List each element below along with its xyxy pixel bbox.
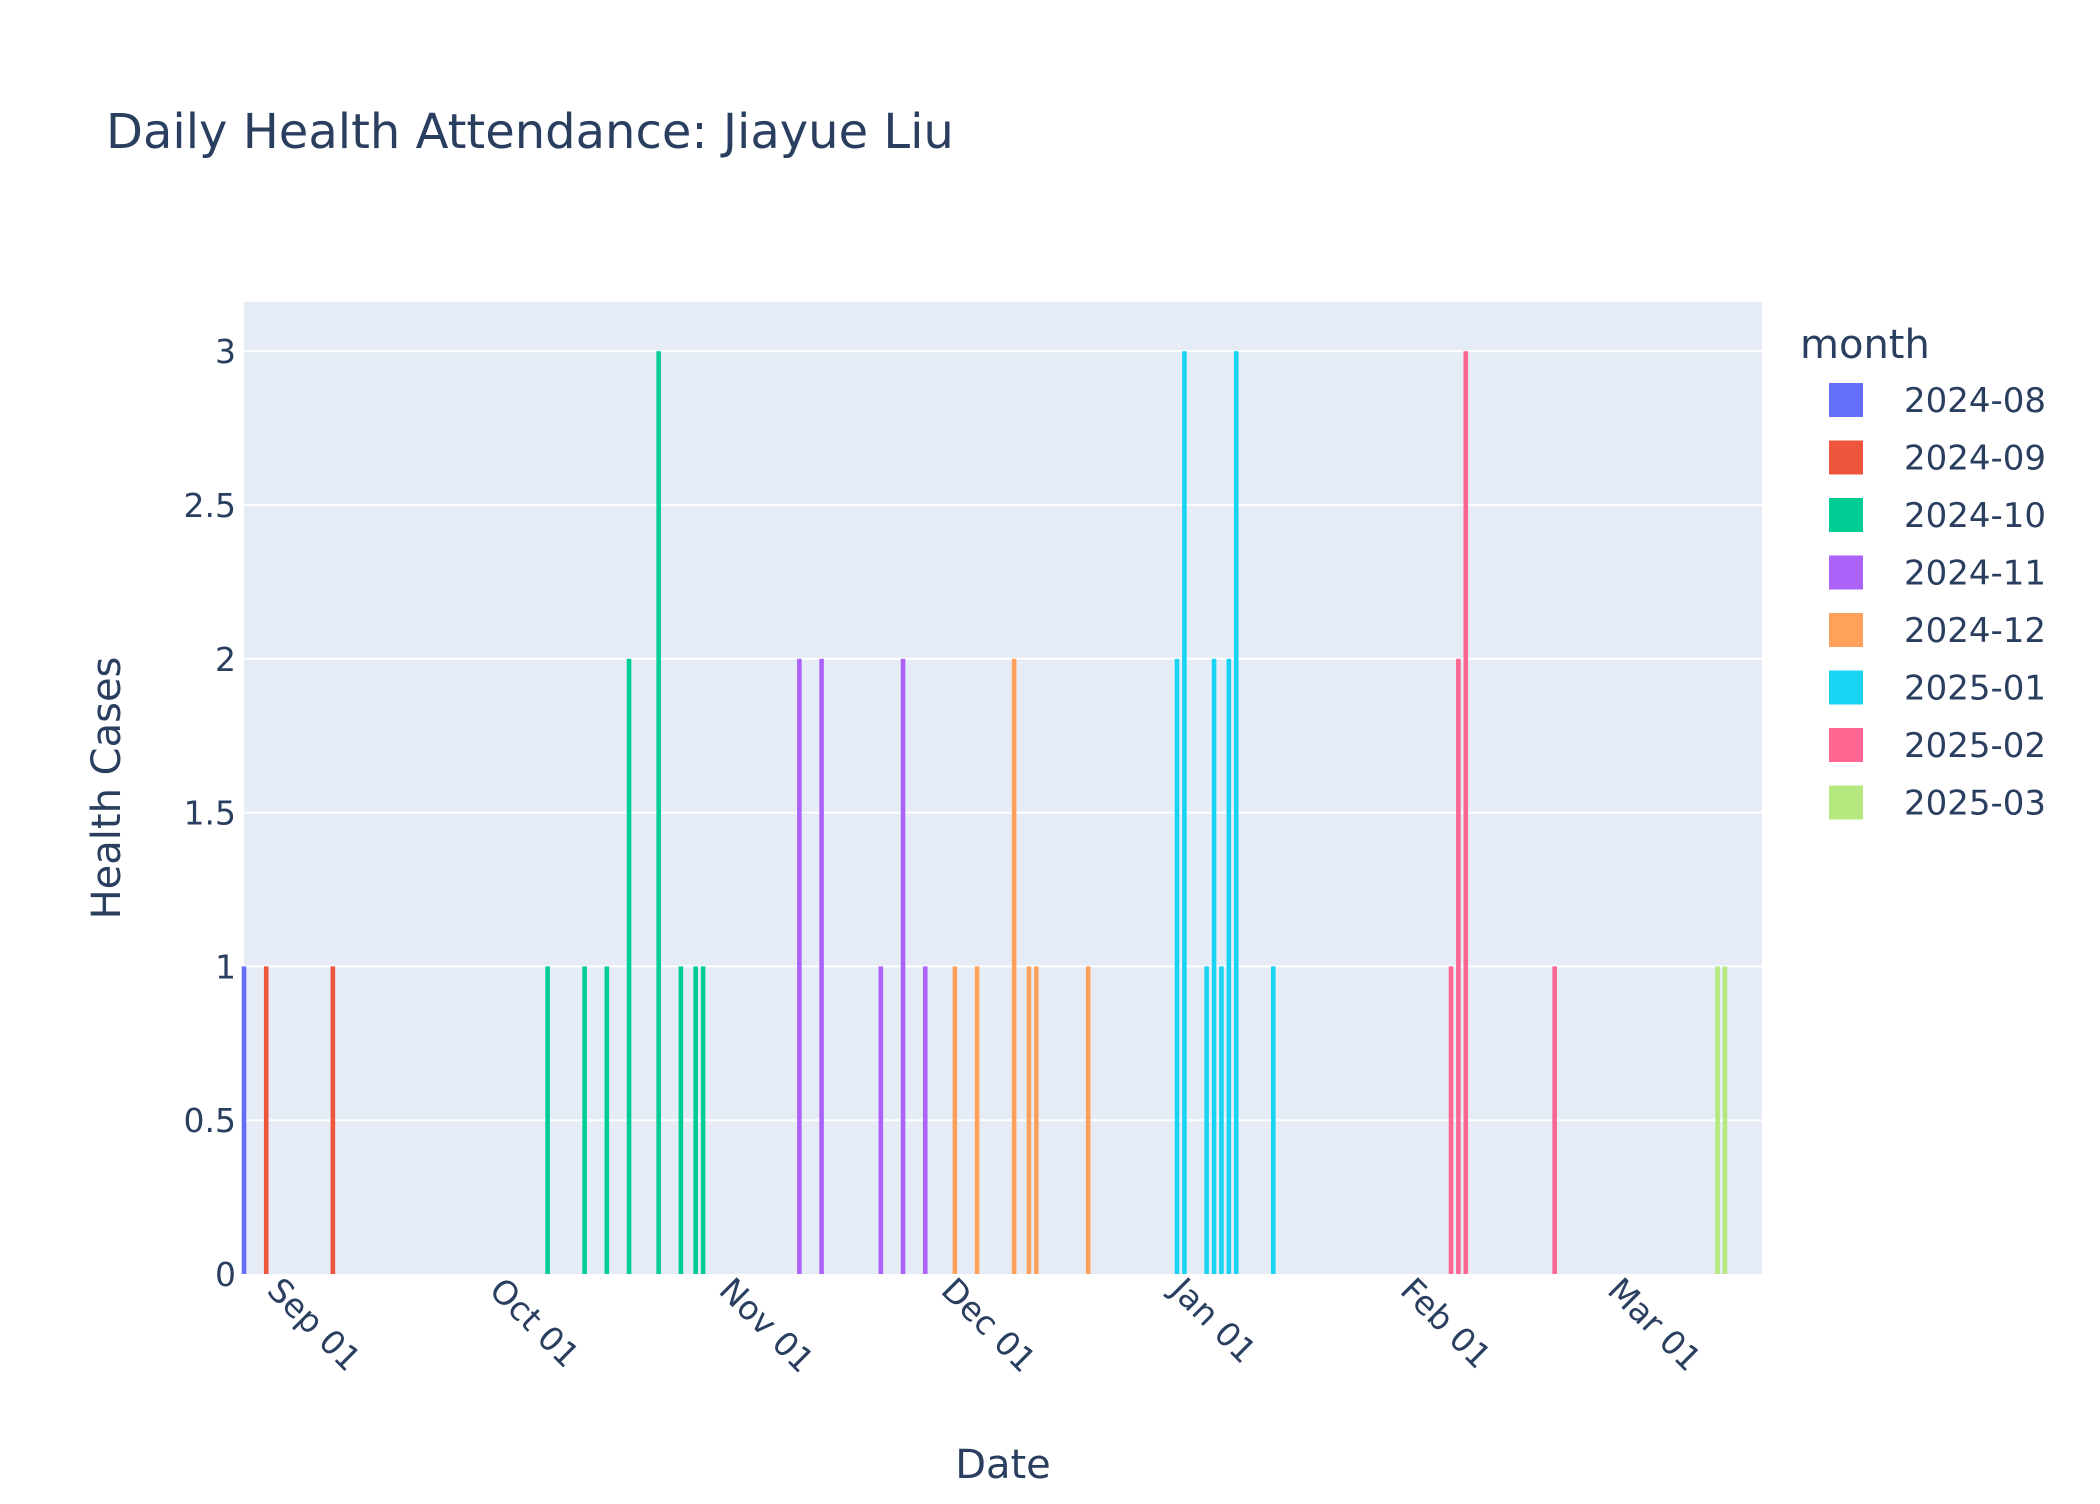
bar-2025-02[interactable] <box>1463 351 1469 1274</box>
x-axis-ticks: Sep 01 Oct 01 Nov 01 Dec 01 Jan 01 Feb 01 Mar … <box>260 1269 1709 1381</box>
legend-swatch <box>1829 670 1863 705</box>
bar-2024-10[interactable] <box>626 658 632 1274</box>
legend-title: month <box>1800 322 1930 368</box>
legend-label: 2024-12 <box>1904 611 2046 651</box>
y-tick-label: 1.5 <box>184 794 236 833</box>
legend-label: 2024-10 <box>1904 496 2046 536</box>
y-tick-label: 2 <box>215 640 236 679</box>
legend-item-2024-09[interactable]: 2024-09 <box>1829 439 2046 479</box>
y-tick-label: 0 <box>215 1255 236 1294</box>
bar-2024-11[interactable] <box>819 658 824 1274</box>
bar-2024-11[interactable] <box>797 658 802 1274</box>
bar-2025-03[interactable] <box>1715 966 1720 1274</box>
bar-2025-01[interactable] <box>1226 658 1232 1274</box>
bar-2024-12[interactable] <box>1011 658 1017 1274</box>
bars <box>241 351 1728 1274</box>
legend-label: 2024-11 <box>1904 554 2046 594</box>
bar-2024-12[interactable] <box>952 966 958 1274</box>
bar-2025-01[interactable] <box>1182 351 1187 1274</box>
legend: month 2024-08 2024-09 2024-10 2024-11 2024-1… <box>1800 322 2046 824</box>
bar-2024-10[interactable] <box>693 966 698 1274</box>
legend-label: 2024-09 <box>1904 439 2046 479</box>
bar-2024-09[interactable] <box>330 966 336 1274</box>
legend-swatch <box>1829 440 1863 475</box>
x-tick-label: Sep 01 <box>260 1270 369 1379</box>
x-tick-label: Nov 01 <box>712 1270 822 1380</box>
bar-2024-10[interactable] <box>678 966 684 1274</box>
legend-item-2024-11[interactable]: 2024-11 <box>1829 554 2046 594</box>
legend-swatch <box>1829 383 1863 417</box>
bar-2024-12[interactable] <box>1026 966 1032 1274</box>
legend-swatch <box>1829 785 1863 820</box>
bar-2024-12[interactable] <box>1034 966 1039 1274</box>
bar-2025-02[interactable] <box>1552 966 1557 1274</box>
x-tick-label: Feb 01 <box>1393 1270 1499 1376</box>
bar-2024-11[interactable] <box>900 658 906 1274</box>
bar-2024-09[interactable] <box>263 966 269 1274</box>
bar-2024-10[interactable] <box>656 351 661 1274</box>
x-axis-title: Date <box>955 1442 1051 1488</box>
y-axis-title: Health Cases <box>84 657 130 920</box>
legend-item-2025-01[interactable]: 2025-01 <box>1829 669 2046 709</box>
bar-2025-01[interactable] <box>1204 966 1209 1274</box>
bar-2025-01[interactable] <box>1270 966 1276 1274</box>
legend-label: 2025-03 <box>1904 784 2046 824</box>
bar-2024-10[interactable] <box>700 966 706 1274</box>
legend-label: 2025-02 <box>1904 726 2046 766</box>
plot-background <box>244 302 1762 1274</box>
bar-2025-01[interactable] <box>1233 351 1239 1274</box>
bar-2025-03[interactable] <box>1722 966 1728 1274</box>
bar-2025-02[interactable] <box>1448 966 1454 1274</box>
legend-swatch <box>1829 498 1863 532</box>
legend-swatch <box>1829 555 1863 590</box>
y-tick-label: 3 <box>215 332 236 371</box>
bar-2024-11[interactable] <box>922 966 928 1274</box>
bar-2024-08[interactable] <box>241 966 247 1274</box>
legend-label: 2025-01 <box>1904 669 2046 709</box>
legend-label: 2024-08 <box>1904 381 2046 421</box>
y-axis-ticks: 0 0.5 1 1.5 2 2.5 3 <box>184 332 236 1294</box>
y-tick-label: 1 <box>215 947 236 986</box>
bar-2024-10[interactable] <box>604 966 610 1274</box>
bar-2024-12[interactable] <box>974 966 980 1274</box>
y-tick-label: 0.5 <box>184 1101 236 1140</box>
legend-item-2024-10[interactable]: 2024-10 <box>1829 496 2046 536</box>
gridlines <box>244 350 1762 1122</box>
bar-2024-12[interactable] <box>1085 966 1091 1274</box>
bar-2024-10[interactable] <box>545 966 550 1274</box>
x-tick-label: Jan 01 <box>1162 1269 1264 1371</box>
x-tick-label: Mar 01 <box>1600 1270 1709 1379</box>
legend-swatch <box>1829 728 1863 762</box>
bar-2025-02[interactable] <box>1456 658 1461 1274</box>
bar-2024-10[interactable] <box>582 966 587 1274</box>
x-tick-label: Oct 01 <box>482 1270 587 1375</box>
legend-swatch <box>1829 613 1863 647</box>
legend-items: 2024-08 2024-09 2024-10 2024-11 2024-12 2025-… <box>1829 381 2046 824</box>
y-tick-label: 2.5 <box>184 486 236 525</box>
legend-item-2025-02[interactable]: 2025-02 <box>1829 726 2046 766</box>
chart-title: Daily Health Attendance: Jiayue Liu <box>106 104 954 160</box>
bar-2025-01[interactable] <box>1174 658 1180 1274</box>
x-tick-label: Dec 01 <box>934 1270 1044 1380</box>
bar-2025-01[interactable] <box>1219 966 1224 1274</box>
legend-item-2025-03[interactable]: 2025-03 <box>1829 784 2046 824</box>
bar-2025-01[interactable] <box>1211 658 1217 1274</box>
bar-2024-11[interactable] <box>878 966 884 1274</box>
legend-item-2024-08[interactable]: 2024-08 <box>1829 381 2046 421</box>
legend-item-2024-12[interactable]: 2024-12 <box>1829 611 2046 651</box>
